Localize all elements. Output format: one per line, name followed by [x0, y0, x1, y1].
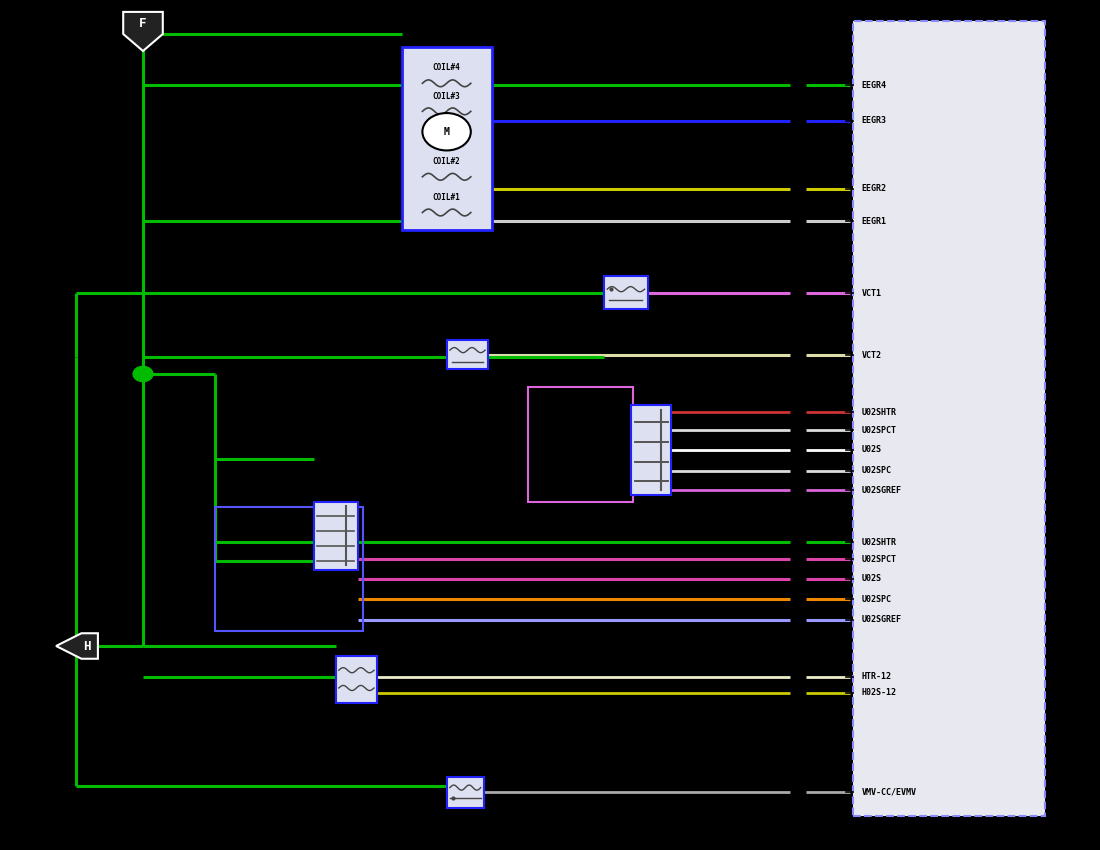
Text: COIL#1: COIL#1 — [432, 193, 461, 201]
Text: U02S: U02S — [861, 445, 881, 454]
Text: U02SPCT: U02SPCT — [861, 426, 896, 434]
Polygon shape — [56, 633, 98, 659]
Text: EEGR2: EEGR2 — [861, 184, 887, 193]
Bar — [631, 405, 671, 495]
Text: U02SPCT: U02SPCT — [861, 555, 896, 564]
Text: H: H — [84, 639, 90, 653]
Bar — [852, 21, 1045, 816]
Text: COIL#2: COIL#2 — [432, 157, 461, 166]
Circle shape — [422, 113, 471, 150]
Bar — [314, 502, 358, 570]
Bar — [447, 340, 488, 369]
Text: U02SPC: U02SPC — [861, 595, 891, 604]
Text: VCT1: VCT1 — [861, 289, 881, 297]
Text: U02SGREF: U02SGREF — [861, 486, 901, 495]
Bar — [528, 387, 632, 501]
Text: COIL#3: COIL#3 — [432, 92, 461, 100]
Text: U02SHTR: U02SHTR — [861, 408, 896, 416]
Text: EEGR4: EEGR4 — [861, 81, 887, 89]
Polygon shape — [123, 12, 163, 51]
Bar — [214, 507, 363, 631]
Text: H02S-12: H02S-12 — [861, 688, 896, 697]
Text: M: M — [443, 127, 450, 137]
Text: HTR-12: HTR-12 — [861, 672, 891, 681]
Text: F: F — [140, 17, 146, 31]
Bar — [336, 656, 377, 703]
Bar — [447, 777, 484, 807]
Text: EEGR3: EEGR3 — [861, 116, 887, 125]
Text: U02SHTR: U02SHTR — [861, 538, 896, 547]
Bar — [604, 276, 648, 309]
Text: EEGR1: EEGR1 — [861, 217, 887, 225]
Text: U02S: U02S — [861, 575, 881, 583]
Text: COIL#4: COIL#4 — [432, 64, 461, 72]
Text: U02SGREF: U02SGREF — [861, 615, 901, 624]
Circle shape — [133, 366, 153, 382]
Text: VMV-CC/EVMV: VMV-CC/EVMV — [861, 788, 916, 796]
Text: VCT2: VCT2 — [861, 351, 881, 360]
Bar — [402, 47, 492, 230]
Text: U02SPC: U02SPC — [861, 467, 891, 475]
